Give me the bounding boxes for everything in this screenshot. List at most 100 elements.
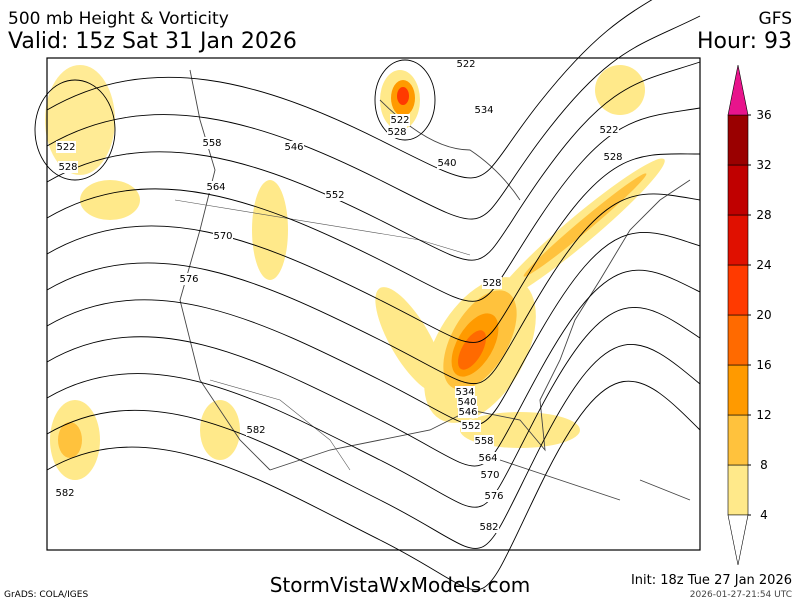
contour-line (46, 61, 701, 261)
contour-label: 552 (461, 421, 480, 432)
credit: GrADS: COLA/IGES (4, 590, 88, 600)
colorbar-band (727, 214, 749, 266)
contour-label-bg (603, 151, 623, 163)
contour-label-bg (474, 104, 494, 116)
colorbar-band (727, 114, 749, 166)
contour-line (374, 59, 436, 141)
contour-label: 540 (437, 158, 456, 169)
contour-label-bg (599, 124, 619, 136)
contour-label: 528 (603, 152, 622, 163)
contour-label: 522 (390, 115, 409, 126)
contour-line (46, 306, 701, 508)
colorbar-band (727, 464, 749, 516)
contour-line (46, 344, 701, 549)
colorbar-band (727, 164, 749, 216)
contour-label-bg (58, 161, 78, 173)
contour-label: 522 (599, 125, 618, 136)
colorbar-tick-label: 4 (760, 508, 768, 522)
contour-label-bg (55, 487, 75, 499)
vorticity-core (58, 80, 647, 458)
contour-label-bg (484, 490, 504, 502)
colorbar-band (727, 264, 749, 316)
valid-time: Valid: 15z Sat 31 Jan 2026 (8, 29, 297, 54)
contour-label-bg (480, 469, 500, 481)
colorbar-tick-label: 16 (756, 358, 771, 372)
model: GFS (759, 9, 792, 29)
contour-label-bg (456, 58, 476, 70)
contour-label-bg (246, 424, 266, 436)
contour-line (46, 153, 701, 343)
contour-label: 582 (479, 522, 498, 533)
contour-label: 534 (455, 387, 474, 398)
colorbar-tick-label: 28 (756, 208, 771, 222)
contour-label: 552 (325, 190, 344, 201)
contour-line (46, 380, 701, 591)
timestamp: 2026-01-27-21:54 UTC (690, 590, 792, 600)
colorbar-band (727, 364, 749, 416)
contour-labels: 5225285225285345405465525585645705765825… (55, 58, 623, 533)
contour-label: 576 (484, 491, 503, 502)
contour-label-bg (325, 189, 345, 201)
contour-label-bg (482, 277, 502, 289)
contour-line (34, 79, 116, 181)
contour-label: 546 (458, 407, 477, 418)
contour-label-bg (206, 181, 226, 193)
contour-label-bg (457, 396, 477, 408)
contour-label-bg (179, 273, 199, 285)
contour-line (46, 15, 701, 220)
contour-label: 582 (246, 425, 265, 436)
colorbar-over (727, 64, 749, 116)
map-background (47, 58, 700, 550)
contour-label-bg (474, 435, 494, 447)
contour-label: 528 (58, 162, 77, 173)
contour-label-bg (437, 157, 457, 169)
title: 500 mb Height & Vorticity (8, 9, 229, 29)
map: 5225285225285345405465525585645705765825… (34, 0, 701, 591)
contour-label: 528 (387, 127, 406, 138)
map-frame (46, 57, 701, 551)
colorbar-under (727, 514, 749, 566)
contour-label-bg (387, 126, 407, 138)
contour-label: 570 (213, 231, 232, 242)
contour-label-bg (390, 114, 410, 126)
contour-label-bg (284, 141, 304, 153)
site-name: StormVistaWxModels.com (270, 573, 531, 597)
init-time: Init: 18z Tue 27 Jan 2026 (631, 573, 792, 588)
contour-line (46, 0, 653, 179)
contour-label: 576 (179, 274, 198, 285)
colorbar-tick-label: 24 (756, 258, 771, 272)
contour-label: 564 (478, 453, 497, 464)
contour-label: 522 (456, 59, 475, 70)
colorbar-tick-label: 8 (760, 458, 768, 472)
colorbar-tick-label: 36 (756, 108, 771, 122)
contour-label: 540 (457, 397, 476, 408)
colorbar: 4 8 12 16 20 24 28 32 36 (727, 64, 772, 566)
contour-label: 570 (480, 470, 499, 481)
contour-label: 564 (206, 182, 225, 193)
contour-label: 528 (482, 278, 501, 289)
colorbar-band (727, 414, 749, 466)
contour-label: 546 (284, 142, 303, 153)
contour-label-bg (202, 137, 222, 149)
colorbar-tick-label: 32 (756, 158, 771, 172)
contour-label: 558 (202, 138, 221, 149)
contour-label-bg (213, 230, 233, 242)
contour-label-bg (461, 420, 481, 432)
colorbar-tick-label: 12 (756, 408, 771, 422)
contour-label: 558 (474, 436, 493, 447)
contour-label-bg (455, 386, 475, 398)
colorbar-tick-label: 20 (756, 308, 771, 322)
contour-label: 582 (55, 488, 74, 499)
contour-label-bg (56, 141, 76, 153)
contour-label-bg (479, 521, 499, 533)
contour-label: 534 (474, 105, 493, 116)
contour-line (46, 193, 701, 385)
contour-line (46, 269, 701, 467)
forecast-hour: Hour: 93 (697, 29, 792, 54)
contour-label-bg (458, 406, 478, 418)
colorbar-band (727, 314, 749, 366)
contour-label-bg (478, 452, 498, 464)
contour-label: 522 (56, 142, 75, 153)
